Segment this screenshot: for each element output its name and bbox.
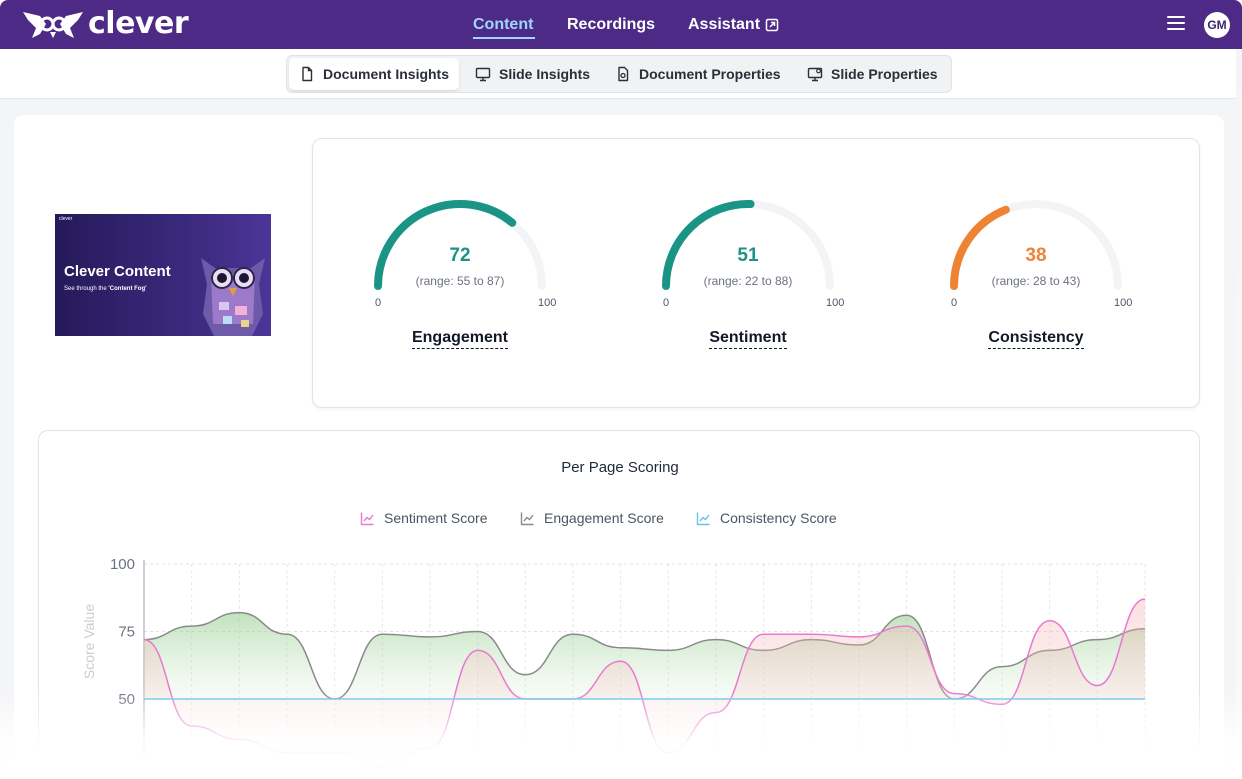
consistency-gauge: 38 (range: 28 to 43) 0 100 Consistency bbox=[948, 187, 1144, 357]
engagement-gauge: 72 (range: 55 to 87) 0 100 Engagement bbox=[372, 187, 568, 357]
series-area-1 bbox=[144, 612, 1145, 699]
file-settings-icon bbox=[618, 66, 629, 82]
legend-consistency[interactable]: Consistency Score bbox=[696, 510, 837, 526]
document-thumbnail[interactable]: clever Clever Content See through the 'C… bbox=[55, 214, 271, 336]
thumbnail-subtitle: See through the 'Content Fog' bbox=[64, 286, 147, 292]
document-icon bbox=[302, 66, 313, 82]
chart-title: Per Page Scoring bbox=[561, 459, 679, 476]
gauge-label[interactable]: Consistency bbox=[948, 329, 1124, 349]
nav-content[interactable]: Content bbox=[473, 16, 534, 33]
gauge-range: (range: 28 to 43) bbox=[991, 274, 1081, 288]
tab-document-properties[interactable]: Document Properties bbox=[605, 58, 791, 90]
sub-tab-bar: Document Insights Slide Insights Documen… bbox=[0, 49, 1242, 99]
tab-label: Document Properties bbox=[639, 66, 781, 82]
nav-assistant-label: Assistant bbox=[688, 16, 761, 33]
nav-assistant[interactable]: Assistant bbox=[688, 15, 779, 34]
score-gauges-card: 72 (range: 55 to 87) 0 100 Engagement 51… bbox=[312, 138, 1200, 408]
per-page-scoring-card: Per Page Scoring Sentiment Score Engagem… bbox=[38, 430, 1200, 779]
line-chart-icon bbox=[696, 512, 710, 525]
gauge-max: 100 bbox=[538, 297, 557, 309]
y-tick-label: 75 bbox=[118, 624, 135, 641]
thumbnail-title: Clever Content bbox=[64, 263, 171, 280]
gauge-min: 0 bbox=[663, 297, 670, 309]
sentiment-gauge-fill bbox=[662, 200, 755, 290]
y-axis-label: Score Value bbox=[81, 604, 97, 679]
y-tick-label: 100 bbox=[110, 556, 135, 573]
gauge-min: 0 bbox=[375, 297, 382, 309]
line-chart-icon bbox=[360, 512, 374, 525]
nav-active-indicator bbox=[473, 37, 535, 39]
y-tick-label: 50 bbox=[118, 691, 135, 708]
user-avatar[interactable]: GM bbox=[1204, 12, 1230, 38]
gauge-value: 51 bbox=[737, 245, 759, 266]
thumbnail-logo: clever bbox=[59, 216, 73, 222]
hamburger-menu-icon[interactable] bbox=[1167, 16, 1185, 32]
legend-label: Consistency Score bbox=[720, 510, 837, 526]
owl-logo-icon bbox=[23, 12, 83, 38]
line-chart-icon bbox=[520, 512, 534, 525]
gauge-label[interactable]: Sentiment bbox=[660, 329, 836, 349]
tab-slide-insights[interactable]: Slide Insights bbox=[465, 58, 600, 90]
monitor-icon bbox=[475, 67, 491, 82]
gauge-label[interactable]: Engagement bbox=[372, 329, 548, 349]
clever-logo[interactable]: clever bbox=[22, 6, 189, 41]
tab-document-insights[interactable]: Document Insights bbox=[289, 58, 460, 90]
insight-tab-group: Document Insights Slide Insights Documen… bbox=[286, 55, 952, 93]
gauge-value: 38 bbox=[1025, 245, 1047, 266]
gauge-range: (range: 55 to 87) bbox=[415, 274, 505, 288]
gauge-value: 72 bbox=[449, 245, 471, 266]
top-navbar: clever Content Recordings Assistant GM bbox=[0, 0, 1242, 49]
legend-label: Engagement Score bbox=[544, 510, 664, 526]
tab-label: Document Insights bbox=[323, 66, 450, 82]
nav-recordings[interactable]: Recordings bbox=[567, 16, 656, 33]
gauge-max: 100 bbox=[826, 297, 845, 309]
scrollbar-track[interactable] bbox=[1236, 49, 1242, 779]
sentiment-gauge: 51 (range: 22 to 88) 0 100 Sentiment bbox=[660, 187, 856, 357]
per-page-line-chart[interactable]: 100 75 50 Score Value bbox=[39, 431, 1201, 779]
external-link-icon bbox=[765, 18, 779, 31]
owl-illustration-icon bbox=[201, 258, 265, 336]
legend-sentiment[interactable]: Sentiment Score bbox=[360, 510, 488, 526]
brand-name: clever bbox=[88, 6, 189, 41]
monitor-settings-icon bbox=[807, 67, 823, 82]
tab-slide-properties[interactable]: Slide Properties bbox=[797, 58, 948, 90]
legend-engagement[interactable]: Engagement Score bbox=[520, 510, 664, 526]
gauge-range: (range: 22 to 88) bbox=[703, 274, 793, 288]
consistency-gauge-fill bbox=[950, 205, 1010, 290]
tab-label: Slide Insights bbox=[499, 66, 591, 82]
engagement-gauge-fill bbox=[374, 200, 517, 290]
gauge-max: 100 bbox=[1114, 297, 1133, 309]
gauge-min: 0 bbox=[951, 297, 958, 309]
legend-label: Sentiment Score bbox=[384, 510, 488, 526]
tab-label: Slide Properties bbox=[831, 66, 938, 82]
